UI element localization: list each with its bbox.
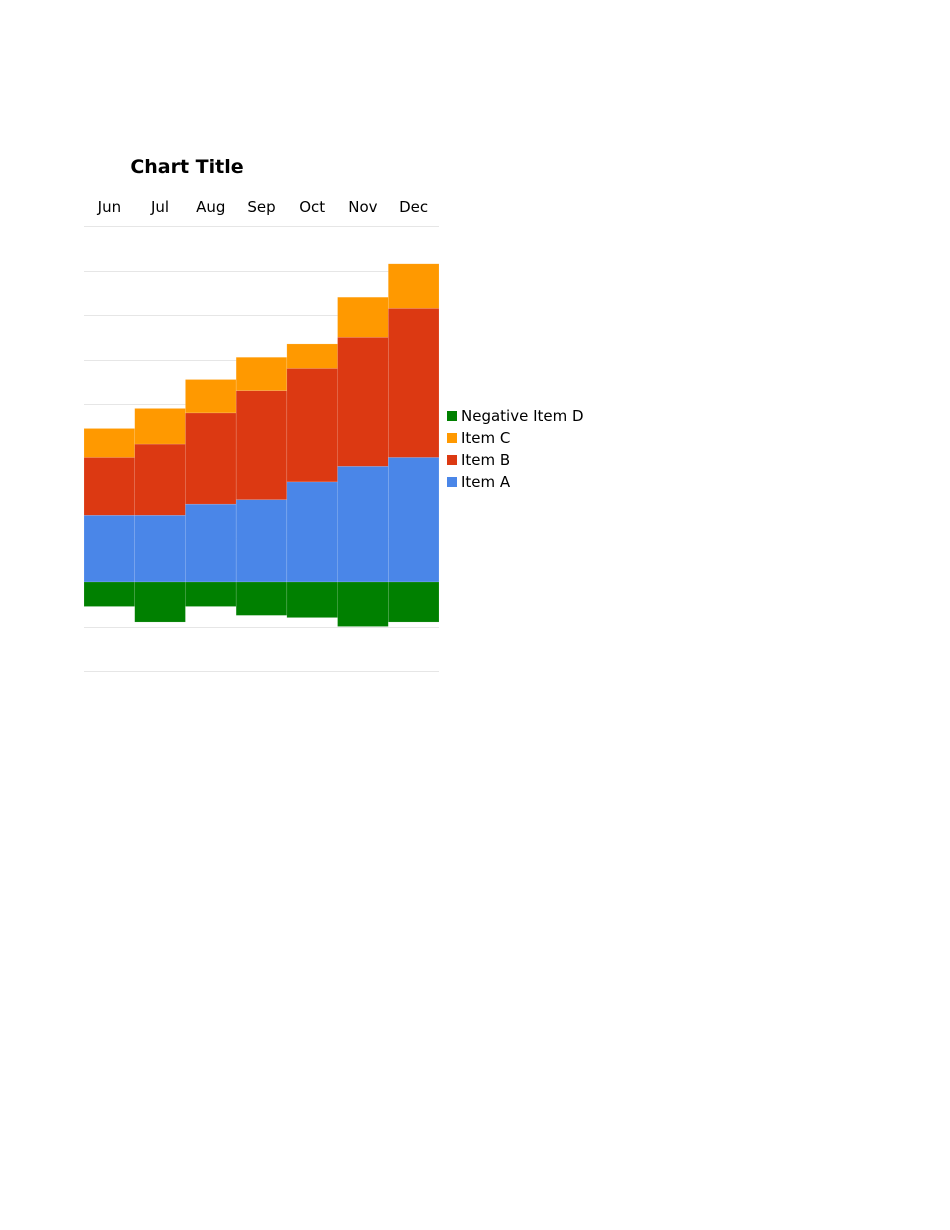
bar-item-b-dec: [388, 308, 440, 458]
legend-label-negative-item-d: Negative Item D: [461, 407, 584, 425]
legend-swatch-item-b: [447, 455, 457, 465]
bar-negative-item-d-jul: [134, 581, 186, 623]
bar-item-c-dec: [388, 263, 440, 309]
bar-item-b-oct: [286, 368, 338, 483]
bar-item-c-aug: [185, 379, 237, 414]
bar-item-a-dec: [388, 457, 440, 583]
bar-item-a-jun: [83, 515, 135, 583]
x-tick-label: Oct: [299, 198, 325, 216]
bar-item-c-nov: [337, 296, 389, 338]
bar-item-c-jun: [83, 428, 135, 458]
bar-item-a-nov: [337, 466, 389, 583]
legend-label-item-a: Item A: [461, 473, 511, 491]
x-tick-label: Jul: [150, 198, 169, 216]
bar-item-a-aug: [185, 503, 237, 583]
x-tick-label: Jun: [97, 198, 121, 216]
legend-swatch-negative-item-d: [447, 411, 457, 421]
x-tick-label: Dec: [399, 198, 428, 216]
bar-item-c-jul: [134, 408, 186, 445]
bar-item-b-aug: [185, 412, 237, 505]
bar-negative-item-d-oct: [286, 581, 338, 618]
bar-item-b-jul: [134, 443, 186, 516]
bar-negative-item-d-nov: [337, 581, 389, 627]
legend: Negative Item D Item C Item B Item A: [447, 407, 584, 491]
bar-negative-item-d-aug: [185, 581, 237, 607]
x-tick-labels: Jun Jul Aug Sep Oct Nov Dec: [97, 198, 429, 216]
bar-item-a-oct: [286, 481, 338, 583]
bar-negative-item-d-sep: [235, 581, 288, 616]
bar-item-a-sep: [235, 499, 288, 583]
bars: [83, 263, 440, 627]
legend-swatch-item-a: [447, 477, 457, 487]
legend-swatch-item-c: [447, 433, 457, 443]
bar-negative-item-d-jun: [83, 581, 135, 607]
legend-label-item-b: Item B: [461, 451, 510, 469]
x-tick-label: Aug: [196, 198, 225, 216]
bar-item-b-nov: [337, 337, 389, 467]
bar-negative-item-d-dec: [388, 581, 440, 623]
bar-item-a-jul: [134, 515, 186, 583]
bar-item-b-sep: [235, 390, 288, 500]
x-tick-label: Sep: [247, 198, 275, 216]
legend-label-item-c: Item C: [461, 429, 510, 447]
bar-item-b-jun: [83, 457, 135, 516]
bar-item-c-oct: [286, 343, 338, 369]
chart-title: Chart Title: [130, 156, 243, 178]
bar-item-c-sep: [235, 357, 288, 391]
x-tick-label: Nov: [348, 198, 377, 216]
